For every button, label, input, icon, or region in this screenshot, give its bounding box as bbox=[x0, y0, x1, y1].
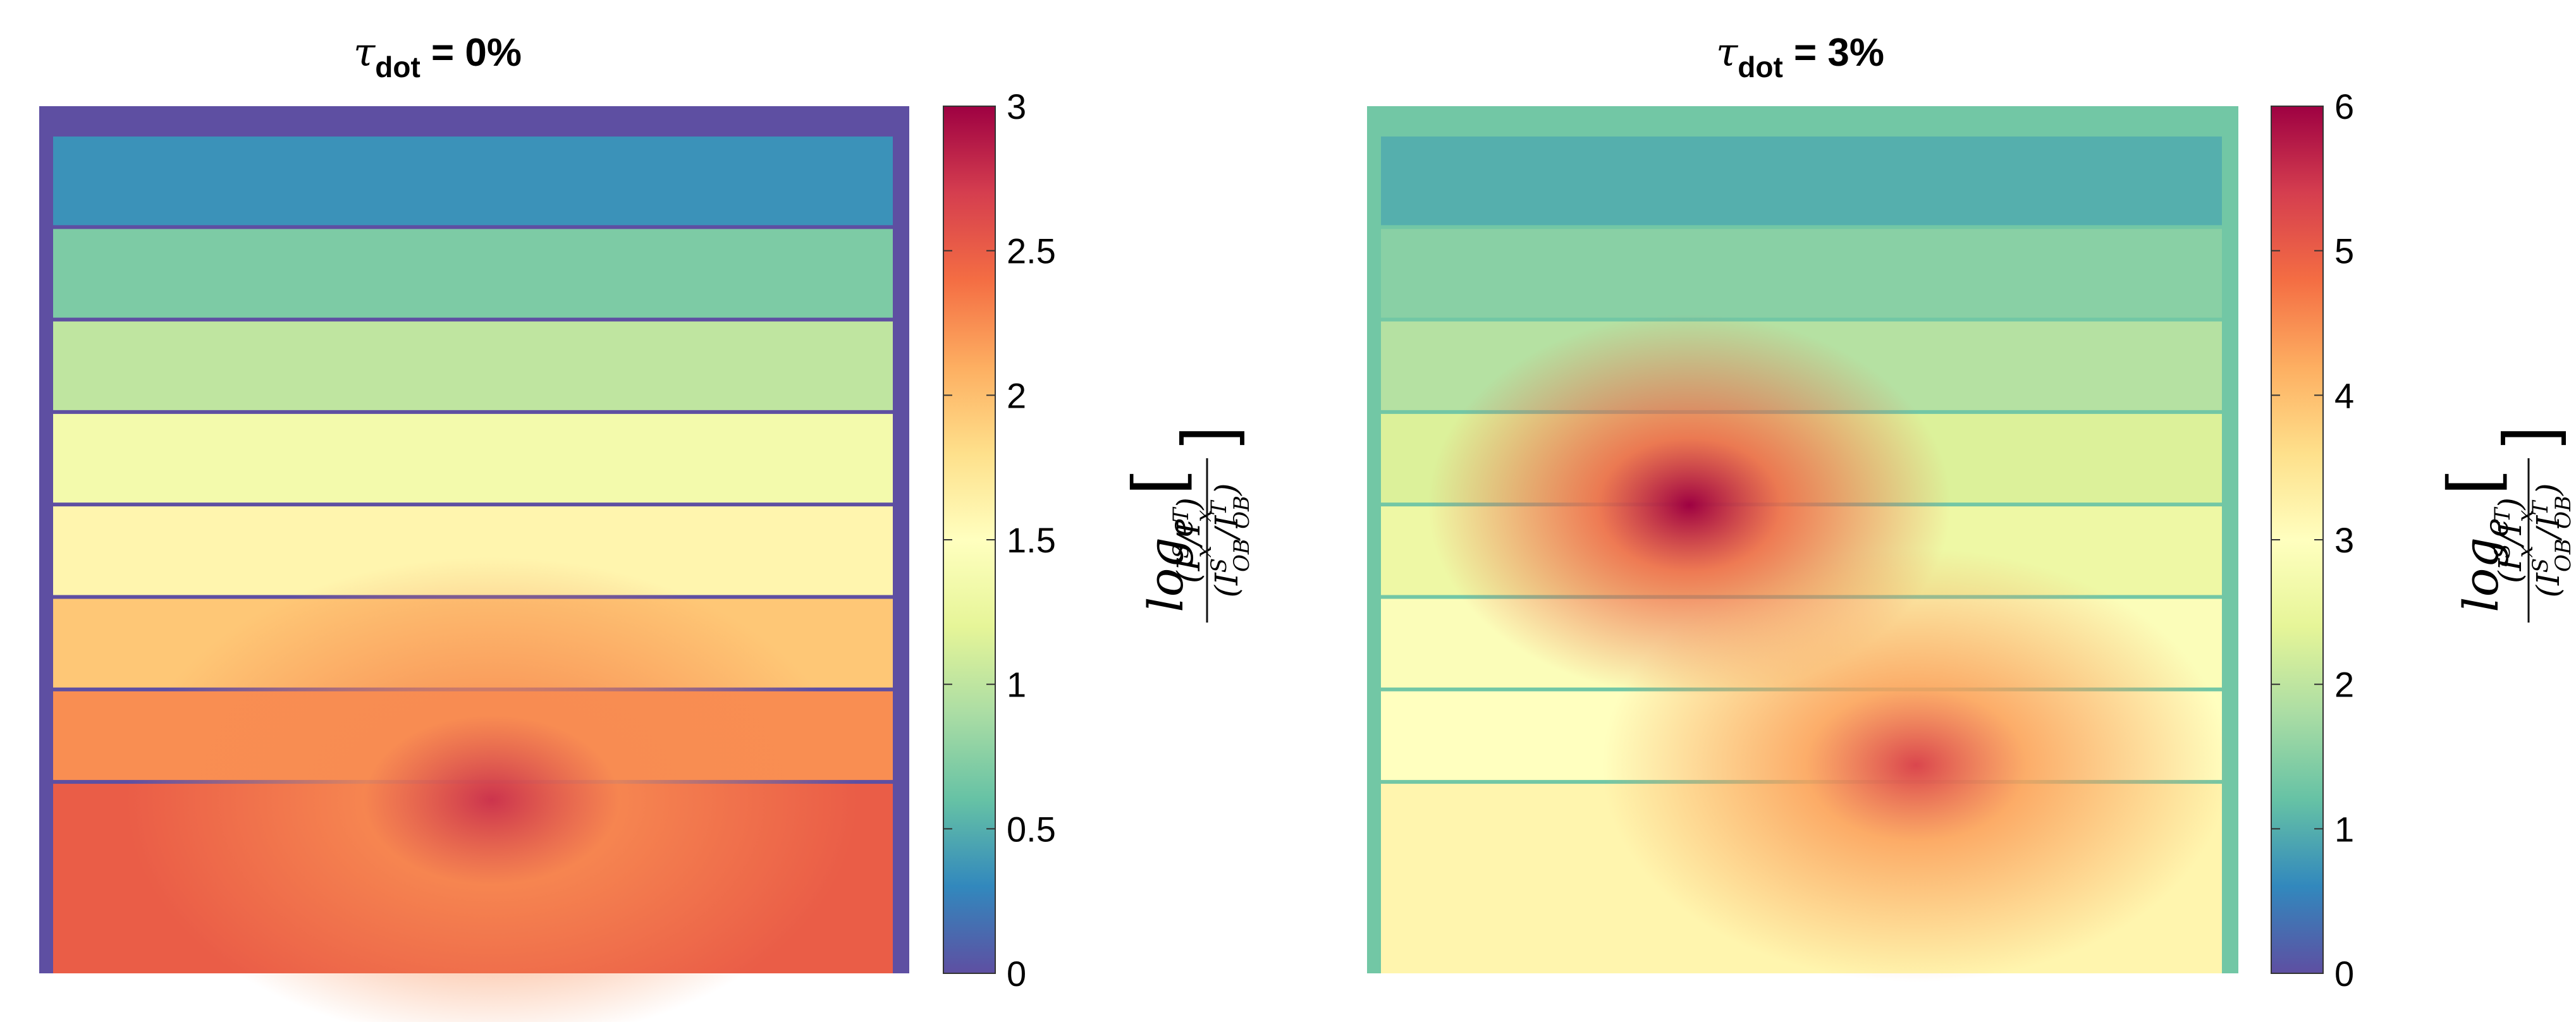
colorbar-tick-label: 1.5 bbox=[1007, 520, 1056, 560]
wedge-step-1 bbox=[1381, 137, 2222, 226]
panel-1-fraction-denominator: (ISOB/ITOB) bbox=[1206, 483, 1254, 597]
hotspot-1 bbox=[126, 557, 857, 1022]
panel-1-title-subscript: dot bbox=[375, 51, 420, 83]
panel-2-colorbar: 0 1 2 3 4 5 6 bbox=[2271, 87, 2354, 994]
colorbar-tick-label: 2 bbox=[1007, 375, 1026, 415]
wedge-step-2 bbox=[1381, 229, 2222, 318]
colorbar-tick-label: 1 bbox=[2334, 809, 2354, 849]
panel-1-label-log: log bbox=[1138, 537, 1194, 612]
panel-2-heatmap bbox=[1367, 106, 2238, 982]
panel-2-title: τdot = 3% bbox=[1716, 29, 1884, 83]
colorbar-tick-label: 2 bbox=[2334, 665, 2354, 705]
hotspot-2 bbox=[1602, 548, 2230, 982]
panel-2-title-value: = 3% bbox=[1783, 31, 1884, 75]
colorbar-tick-label: 0 bbox=[2334, 954, 2354, 994]
panel-2-title-symbol: τ bbox=[1716, 29, 1739, 75]
colorbar-tick-label: 2.5 bbox=[1007, 231, 1056, 271]
panel-1-title-value: = 0% bbox=[420, 31, 522, 75]
colorbar-tick-label: 3 bbox=[1007, 87, 1026, 126]
panel-2-label-log: log bbox=[2453, 537, 2509, 612]
panel-1-title: τdot = 0% bbox=[353, 29, 522, 83]
panel-1: τdot = 0% 0 0.5 1 1.5 2 2.5 3 loge [ (ISx/ITx)… bbox=[39, 29, 1254, 1022]
colorbar-tick-label: 1 bbox=[1007, 665, 1026, 705]
panel-1-fraction-numerator: (ISx/ITx) bbox=[1168, 497, 1217, 583]
panel-1-heatmap bbox=[39, 106, 909, 1022]
colorbar-tick-label: 5 bbox=[2334, 231, 2354, 271]
colorbar-tick-label: 3 bbox=[2334, 520, 2354, 560]
wedge-step-4 bbox=[53, 413, 893, 503]
panel-1-label-sub-e: e bbox=[1163, 518, 1201, 537]
wedge-step-3 bbox=[53, 321, 893, 410]
colorbar-tick-label: 4 bbox=[2334, 375, 2354, 415]
panel-1-title-symbol: τ bbox=[353, 29, 376, 75]
panel-2-colorbar-label: loge [ bbox=[2433, 468, 2516, 612]
panel-2-fraction-close-bracket: ] bbox=[2489, 426, 2567, 446]
panel-2-colorbar-fraction: (ISx/ITx) (ISOB/ITOB) ] bbox=[2489, 426, 2576, 623]
panel-2-fraction-numerator: (ISx/ITx) bbox=[2490, 497, 2538, 583]
panel-2-label-sub-e: e bbox=[2478, 518, 2516, 537]
panel-1-colorbar-fraction: (ISx/ITx) (ISOB/ITOB) ] bbox=[1167, 426, 1254, 623]
colorbar-tick-label: 6 bbox=[2334, 87, 2354, 126]
panel-1-colorbar-label: loge [ bbox=[1118, 468, 1201, 612]
panel-2: τdot = 3% 0 1 2 3 4 5 6 loge [ (ISx/ITx) (ISOB… bbox=[1367, 29, 2576, 994]
colorbar-tick-label: 0 bbox=[1007, 954, 1026, 994]
panel-2-colorbar-ticks: 0 1 2 3 4 5 6 bbox=[2271, 87, 2354, 994]
panel-2-title-subscript: dot bbox=[1738, 51, 1783, 83]
wedge-step-1 bbox=[53, 137, 893, 226]
panel-1-fraction-close-bracket: ] bbox=[1167, 426, 1245, 446]
colorbar-tick-label: 0.5 bbox=[1007, 809, 1056, 849]
panel-1-colorbar: 0 0.5 1 1.5 2 2.5 3 bbox=[943, 87, 1056, 994]
panel-1-colorbar-ticks: 0 0.5 1 1.5 2 2.5 3 bbox=[943, 87, 1056, 994]
wedge-step-2 bbox=[53, 229, 893, 318]
panel-2-fraction-denominator: (ISOB/ITOB) bbox=[2528, 483, 2576, 597]
